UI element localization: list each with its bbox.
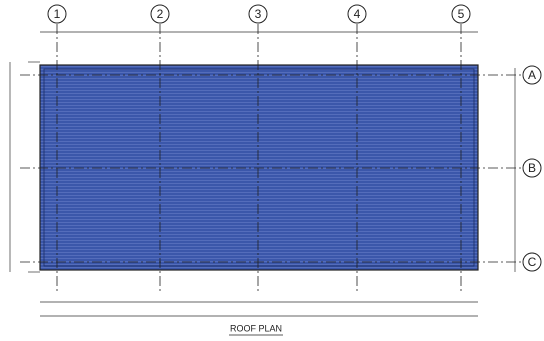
column-label: 5 xyxy=(458,7,465,21)
page: {"grid_columns": ["1", "2", "3", "4", "5… xyxy=(0,0,544,341)
row-label: A xyxy=(528,68,536,82)
column-label: 4 xyxy=(354,7,361,21)
row-label: C xyxy=(528,255,537,269)
column-label: 3 xyxy=(255,7,262,21)
drawing-title: ROOF PLAN xyxy=(230,323,282,333)
roof-plan-drawing: ROOF PLAN 1 2 3 4 5 A B C xyxy=(0,0,544,341)
row-label: B xyxy=(528,161,536,175)
column-label: 1 xyxy=(54,7,61,21)
roof-area xyxy=(40,65,478,270)
column-label: 2 xyxy=(157,7,164,21)
